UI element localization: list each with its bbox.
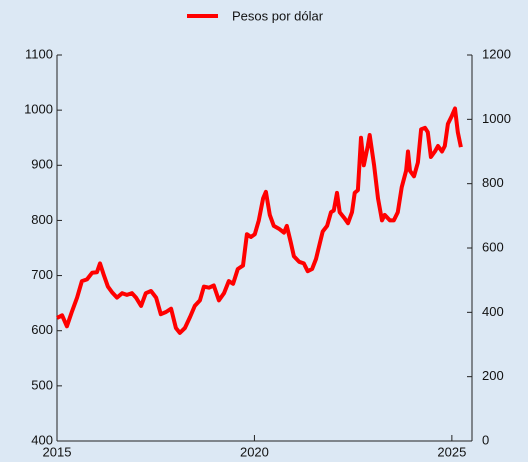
- y2-tick-label: 200: [482, 368, 504, 383]
- x-tick-label: 2020: [240, 444, 269, 459]
- y2-tick-label: 600: [482, 239, 504, 254]
- x-tick-label: 2025: [437, 444, 466, 459]
- y-tick-label: 600: [31, 322, 53, 337]
- x-tick-label: 2015: [43, 444, 72, 459]
- y-tick-label: 1100: [25, 46, 53, 61]
- y-tick-label: 800: [31, 212, 53, 227]
- y2-tick-label: 1000: [482, 111, 511, 126]
- y-tick-label: 700: [31, 267, 53, 282]
- y2-tick-label: 400: [482, 304, 504, 319]
- series-line: [56, 106, 463, 335]
- y-tick-label: 900: [31, 157, 53, 172]
- y2-tick-label: 1200: [482, 46, 511, 61]
- y2-tick-label: 0: [482, 432, 489, 447]
- y-tick-label: 400: [31, 432, 53, 447]
- y-tick-label: 500: [31, 377, 53, 392]
- legend-label: Pesos por dólar: [232, 8, 324, 23]
- y2-tick-label: 800: [482, 175, 504, 190]
- y-tick-label: 1000: [24, 102, 53, 117]
